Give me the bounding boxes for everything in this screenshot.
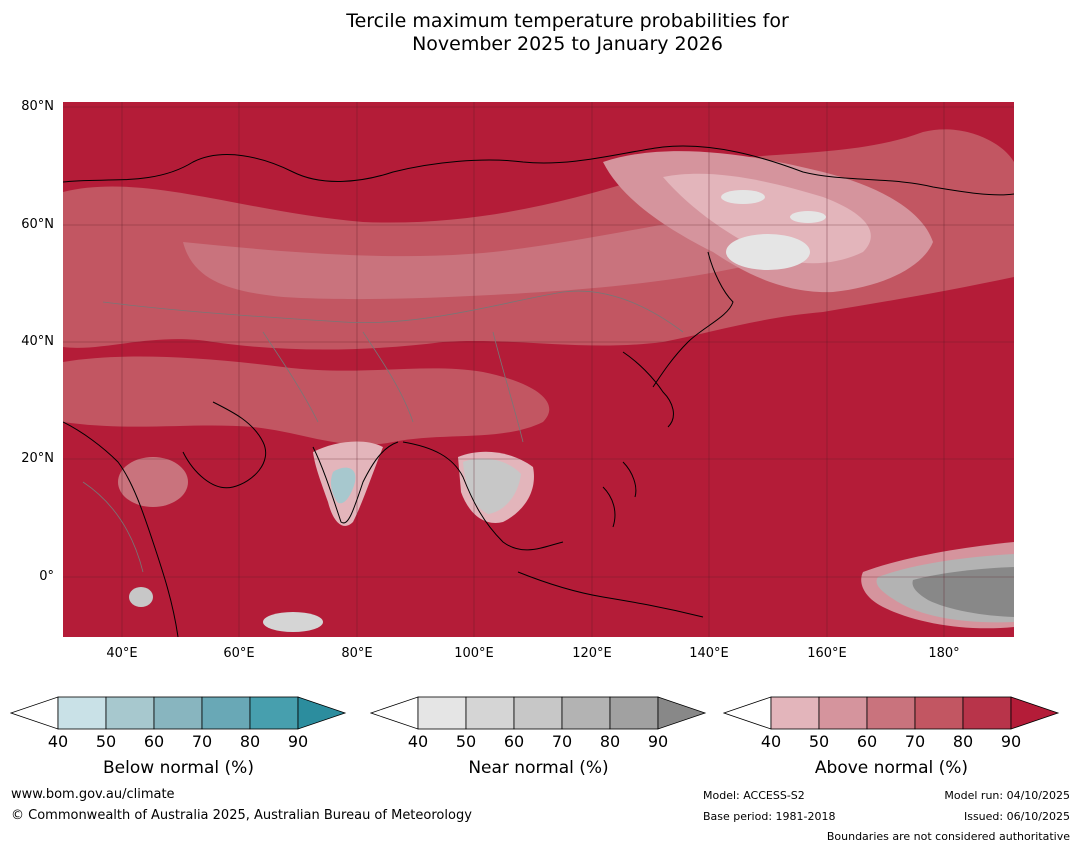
colorbar-near-high-extend xyxy=(657,696,707,730)
colorbar-above-low-extend xyxy=(723,696,772,730)
colorbar-above-segment-50 xyxy=(818,696,868,730)
lat-label-80n: 80°N xyxy=(21,99,54,114)
model-name: Model: ACCESS-S2 xyxy=(703,789,805,802)
colorbar-near-segment-80 xyxy=(609,696,659,730)
lon-label-180: 180° xyxy=(928,646,960,661)
tick-above-50: 50 xyxy=(808,732,830,751)
colorbar-label-above: Above normal (%) xyxy=(814,758,969,778)
region-mid-latitude xyxy=(183,212,763,300)
lon-label-120e: 120°E xyxy=(572,646,612,661)
near-normal-east-africa xyxy=(129,587,153,607)
region-arabia xyxy=(118,457,188,507)
copyright-notice: © Commonwealth of Australia 2025, Austra… xyxy=(11,808,472,823)
region-siberia-pale xyxy=(663,173,871,264)
near-normal-pacific-core xyxy=(912,567,1014,617)
colorbar-above-segment-40 xyxy=(770,696,820,730)
colorbar-below-segment-70 xyxy=(201,696,251,730)
tick-near-80: 80 xyxy=(599,732,621,751)
colorbar-above-high-extend xyxy=(1010,696,1060,730)
near-normal-siberia xyxy=(726,234,810,270)
country-borders xyxy=(82,290,684,573)
base-period: Base period: 1981-2018 xyxy=(703,810,836,823)
tick-above-60: 60 xyxy=(856,732,878,751)
colorbar-below-segment-80 xyxy=(249,696,299,730)
lon-label-140e: 140°E xyxy=(689,646,729,661)
colorbar-near-segment-60 xyxy=(513,696,563,730)
lat-label-20n: 20°N xyxy=(21,451,54,466)
colorbar-below-segment-60 xyxy=(153,696,203,730)
colorbar-near-segment-40 xyxy=(417,696,467,730)
tick-below-70: 70 xyxy=(191,732,213,751)
lat-label-0: 0° xyxy=(39,569,54,584)
colorbar-near-segment-70 xyxy=(561,696,611,730)
map-title: Tercile maximum temperature probabilitie… xyxy=(0,10,1081,56)
tick-above-80: 80 xyxy=(952,732,974,751)
colorbar-near-low-extend xyxy=(370,696,419,730)
lon-label-160e: 160°E xyxy=(807,646,847,661)
tick-below-80: 80 xyxy=(239,732,261,751)
colorbar-above-segment-80 xyxy=(962,696,1012,730)
colorbar-below-segment-50 xyxy=(105,696,155,730)
colorbar-below-segment-40 xyxy=(57,696,107,730)
issued-date: Issued: 06/10/2025 xyxy=(963,810,1070,823)
model-run-date: Model run: 04/10/2025 xyxy=(944,789,1070,802)
tick-near-70: 70 xyxy=(551,732,573,751)
boundaries-disclaimer: Boundaries are not considered authoritat… xyxy=(826,830,1070,843)
coastlines xyxy=(63,145,1014,637)
colorbar-below-low-extend xyxy=(10,696,59,730)
tick-below-90: 90 xyxy=(287,732,309,751)
near-normal-indochina xyxy=(463,458,521,514)
tick-above-40: 40 xyxy=(760,732,782,751)
tick-near-60: 60 xyxy=(503,732,525,751)
lon-label-60e: 60°E xyxy=(223,646,255,661)
colorbar-above-segment-60 xyxy=(866,696,916,730)
map-gridlines xyxy=(63,102,1014,637)
near-normal-arctic xyxy=(721,190,765,204)
probability-map xyxy=(63,102,1014,637)
lat-label-60n: 60°N xyxy=(21,217,54,232)
website-link[interactable]: www.bom.gov.au/climate xyxy=(11,787,175,802)
tick-below-60: 60 xyxy=(143,732,165,751)
colorbar-below-high-extend xyxy=(297,696,347,730)
colorbar-near-normal xyxy=(370,696,707,730)
colorbar-label-below: Below normal (%) xyxy=(103,758,254,778)
near-normal-arctic-2 xyxy=(790,211,826,223)
tick-below-40: 40 xyxy=(47,732,69,751)
tick-above-90: 90 xyxy=(1000,732,1022,751)
near-normal-indian-ocean xyxy=(263,612,323,632)
tick-above-70: 70 xyxy=(904,732,926,751)
colorbar-above-normal xyxy=(723,696,1060,730)
lon-label-40e: 40°E xyxy=(106,646,138,661)
lon-label-80e: 80°E xyxy=(341,646,373,661)
title-line-2: November 2025 to January 2026 xyxy=(412,33,723,55)
below-normal-india xyxy=(330,467,356,504)
tick-near-90: 90 xyxy=(647,732,669,751)
tick-near-40: 40 xyxy=(407,732,429,751)
colorbar-below-normal xyxy=(10,696,347,730)
tick-near-50: 50 xyxy=(455,732,477,751)
colorbar-label-near: Near normal (%) xyxy=(468,758,609,778)
colorbar-above-segment-70 xyxy=(914,696,964,730)
lon-label-100e: 100°E xyxy=(454,646,494,661)
tick-below-50: 50 xyxy=(95,732,117,751)
colorbar-near-segment-50 xyxy=(465,696,515,730)
lat-label-40n: 40°N xyxy=(21,334,54,349)
title-line-1: Tercile maximum temperature probabilitie… xyxy=(346,10,789,32)
